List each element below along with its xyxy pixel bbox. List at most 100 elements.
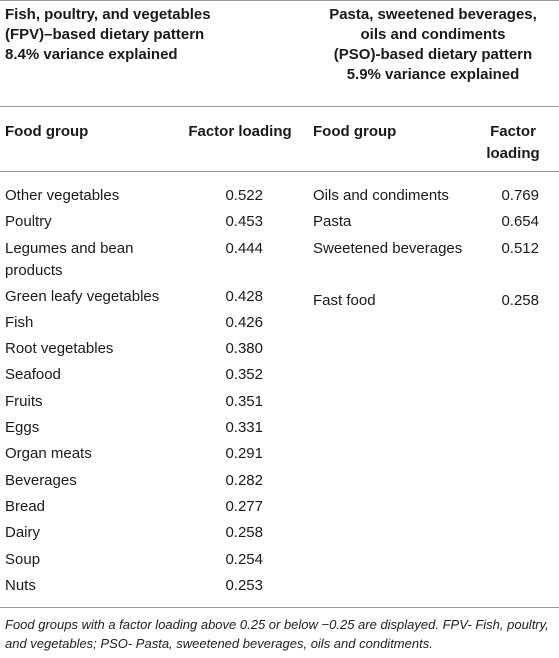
fpv-food-group-cell: Nuts [5, 575, 210, 597]
fpv-factor-loading-cell: 0.351 [225, 392, 263, 410]
pso-food-group-cell: Pasta [313, 211, 488, 233]
pso-factor-loading-cell: 0.654 [501, 213, 539, 231]
fpv-table-row: Green leafy vegetables 0.428 [5, 286, 300, 312]
pso-title-line: oils and condiments [360, 26, 506, 43]
fpv-food-group-line: Root vegetables [5, 340, 114, 358]
fpv-food-group-cell: Fish [5, 312, 210, 334]
pso-food-group-cell: Oils and condiments [313, 185, 488, 207]
fpv-factor-loading-cell: 0.453 [225, 213, 263, 231]
fpv-food-group-line: Green leafy vegetables [5, 287, 160, 305]
fpv-factor-loading-cell: 0.331 [225, 419, 263, 437]
header-rule [0, 106, 559, 107]
fpv-factor-loading-cell: 0.277 [225, 497, 263, 515]
fpv-factor-loading-cell: 0.254 [225, 550, 263, 568]
fpv-food-group-cell: Beverages [5, 470, 210, 492]
fpv-food-group-line: Eggs [5, 419, 40, 437]
table-footnote: Food groups with a factor loading above … [5, 617, 549, 651]
pso-title-line: Pasta, sweetened beverages, [329, 6, 537, 23]
fpv-factor-loading-cell: 0.444 [225, 239, 263, 257]
pso-food-group-line: Sweetened beverages [313, 239, 463, 257]
fpv-table-row: Organ meats 0.291 [5, 443, 300, 469]
pso-table-row: Pasta 0.654 [313, 211, 556, 237]
fpv-table-row: Nuts 0.253 [5, 575, 300, 601]
fpv-table-row: Legumes and bean products 0.444 [5, 238, 300, 286]
fpv-table-row: Fruits 0.351 [5, 391, 300, 417]
fpv-variance-line: 8.4% variance explained [5, 46, 178, 63]
pso-factor-loading-header: Factor loading [470, 121, 556, 165]
fpv-food-group-line: Other vegetables [5, 187, 120, 204]
fpv-food-group-line: Organ meats [5, 445, 92, 463]
fpv-factor-loading-cell: 0.291 [225, 445, 263, 463]
bottom-rule [0, 607, 559, 608]
fpv-factor-loading-cell: 0.428 [225, 287, 263, 305]
fpv-table-row: Beverages 0.282 [5, 470, 300, 496]
fpv-food-group-cell: Root vegetables [5, 338, 210, 360]
fpv-food-group-line: Fish [5, 313, 34, 331]
fpv-factor-loading-cell: 0.380 [225, 340, 263, 358]
pso-factor-loading-header-line: loading [486, 145, 540, 162]
fpv-food-group-cell: Poultry [5, 211, 210, 233]
fpv-food-group-line: Beverages [5, 471, 77, 489]
fpv-factor-loading-cell: 0.253 [225, 576, 263, 594]
fpv-table-row: Bread 0.277 [5, 496, 300, 522]
fpv-food-group-line: Soup [5, 550, 41, 568]
fpv-table-row: Root vegetables 0.380 [5, 338, 300, 364]
pso-table-row: Oils and condiments 0.769 [313, 185, 556, 211]
fpv-food-group-cell: Organ meats [5, 443, 210, 465]
pso-food-group-line: Fast food [313, 292, 376, 310]
fpv-food-group-cell: Legumes and bean products [5, 238, 210, 282]
fpv-food-group-line: Seafood [5, 366, 61, 384]
pso-factor-loading-cell: 0.769 [501, 187, 539, 204]
column-header-rule [0, 171, 559, 172]
fpv-food-group-line: Poultry [5, 213, 52, 231]
pso-food-group-line: Pasta [313, 213, 352, 231]
fpv-food-group-cell: Bread [5, 496, 210, 518]
fpv-pattern-heading: Fish, poultry, and vegetables (FPV)–base… [5, 5, 305, 65]
fpv-factor-loading-header: Factor loading [188, 123, 292, 140]
fpv-food-group-line: Bread [5, 497, 46, 515]
top-rule [0, 0, 559, 1]
fpv-food-group-line: Legumes and bean [5, 239, 134, 257]
fpv-table-row: Soup 0.254 [5, 549, 300, 575]
fpv-table-row: Poultry 0.453 [5, 211, 300, 237]
pso-table-row: Fast food 0.258 [313, 290, 556, 316]
pso-variance-line: 5.9% variance explained [346, 66, 520, 83]
fpv-title-line: (FPV)–based dietary pattern [5, 26, 205, 43]
pso-table-row: Sweetened beverages 0.512 [313, 238, 556, 264]
fpv-food-group-line: Nuts [5, 576, 36, 594]
pso-food-group-cell: Sweetened beverages [313, 238, 488, 260]
pso-rows: Oils and condiments 0.769 Pasta 0.654 Sweete… [313, 185, 556, 316]
pso-food-group-header: Food group [313, 123, 397, 140]
fpv-food-group-cell: Green leafy vegetables [5, 286, 210, 308]
fpv-rows: Other vegetables 0.522 Poultry 0.453 Legumes… [5, 185, 300, 601]
pso-food-group-line: Oils and condiments [313, 187, 449, 204]
fpv-food-group-cell: Other vegetables [5, 185, 210, 207]
fpv-table-row: Other vegetables 0.522 [5, 185, 300, 211]
fpv-food-group-cell: Soup [5, 549, 210, 571]
fpv-factor-loading-cell: 0.352 [225, 366, 263, 384]
fpv-table-row: Eggs 0.331 [5, 417, 300, 443]
fpv-food-group-line: products [5, 261, 63, 279]
fpv-food-group-line: Fruits [5, 392, 43, 410]
fpv-factor-loading-cell: 0.426 [225, 313, 263, 331]
fpv-food-group-cell: Seafood [5, 364, 210, 386]
fpv-food-group-cell: Fruits [5, 391, 210, 413]
fpv-factor-loading-cell: 0.282 [225, 471, 263, 489]
pso-food-group-cell: Fast food [313, 290, 488, 312]
pso-table-row [313, 264, 556, 290]
fpv-factor-loading-cell: 0.522 [225, 187, 263, 204]
fpv-food-group-cell: Eggs [5, 417, 210, 439]
fpv-food-group-header: Food group [5, 123, 89, 140]
fpv-factor-loading-cell: 0.258 [225, 524, 263, 542]
fpv-food-group-line: Dairy [5, 524, 41, 542]
fpv-table-row: Fish 0.426 [5, 312, 300, 338]
pso-factor-loading-cell: 0.258 [501, 292, 539, 310]
pso-pattern-heading: Pasta, sweetened beverages, oils and con… [313, 5, 553, 85]
fpv-title-line: Fish, poultry, and vegetables [5, 6, 211, 23]
pso-factor-loading-header-line: Factor [490, 123, 536, 140]
pso-title-line: (PSO)-based dietary pattern [333, 46, 533, 63]
pso-factor-loading-cell: 0.512 [501, 239, 539, 257]
fpv-table-row: Seafood 0.352 [5, 364, 300, 390]
fpv-food-group-cell: Dairy [5, 522, 210, 544]
